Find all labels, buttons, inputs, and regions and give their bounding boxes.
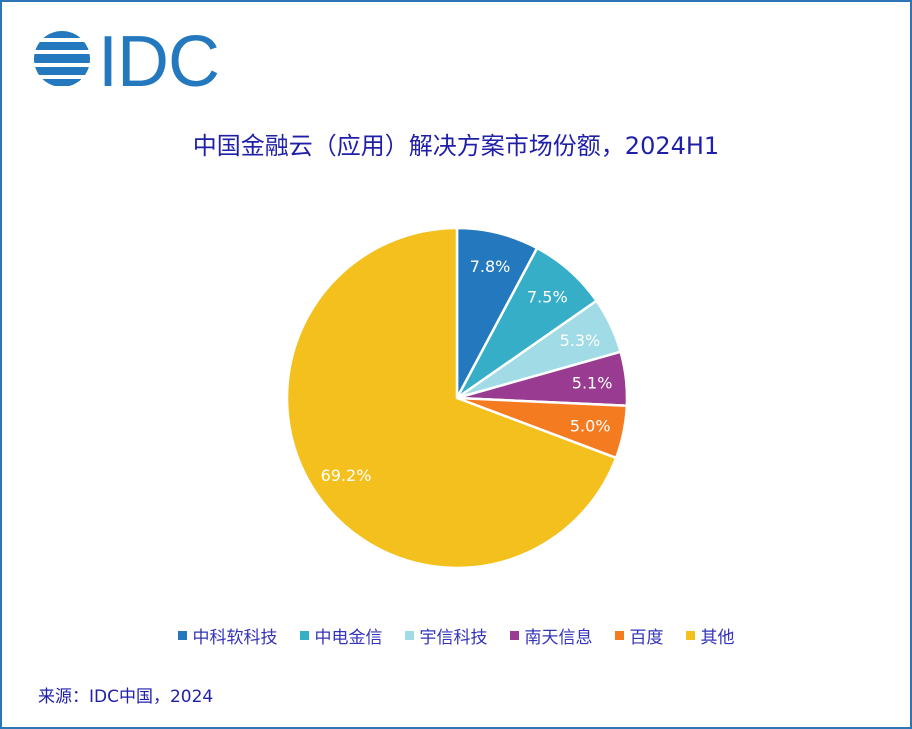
legend-swatch [299, 631, 309, 640]
pie-chart: 7.8% 7.5% 5.3% 5.1% 5.0% 69.2% [285, 226, 629, 570]
legend-item: 中科软科技 [177, 623, 278, 648]
legend-item: 南天信息 [509, 623, 593, 648]
legend: 中科软科技 中电金信 宇信科技 南天信息 百度 其他 [0, 623, 912, 648]
pie-slice-5 [285, 226, 618, 570]
legend-item: 百度 [614, 623, 664, 648]
legend-label: 宇信科技 [419, 628, 488, 648]
data-label: 5.3% [560, 331, 601, 350]
data-label: 5.0% [570, 416, 611, 435]
data-label: 7.5% [527, 287, 568, 306]
legend-swatch [685, 631, 695, 640]
data-label: 69.2% [321, 466, 372, 485]
legend-label: 百度 [629, 628, 664, 648]
legend-swatch [404, 631, 414, 640]
legend-label: 南天信息 [524, 628, 593, 648]
source-note: 来源：IDC中国，2024 [38, 687, 214, 707]
legend-label: 其他 [700, 628, 735, 648]
legend-item: 宇信科技 [404, 623, 488, 648]
legend-swatch [509, 631, 519, 640]
legend-swatch [614, 631, 624, 640]
legend-label: 中科软科技 [192, 628, 278, 648]
legend-label: 中电金信 [314, 628, 383, 648]
chart-title: 中国金融云（应用）解决方案市场份额，2024H1 [192, 132, 720, 160]
svg-text:IDC: IDC [98, 28, 220, 90]
idc-logo: IDC [34, 28, 220, 90]
data-label: 7.8% [470, 257, 511, 276]
data-label: 5.1% [572, 373, 613, 392]
legend-item: 中电金信 [299, 623, 383, 648]
legend-item: 其他 [685, 623, 735, 648]
legend-swatch [177, 631, 187, 640]
